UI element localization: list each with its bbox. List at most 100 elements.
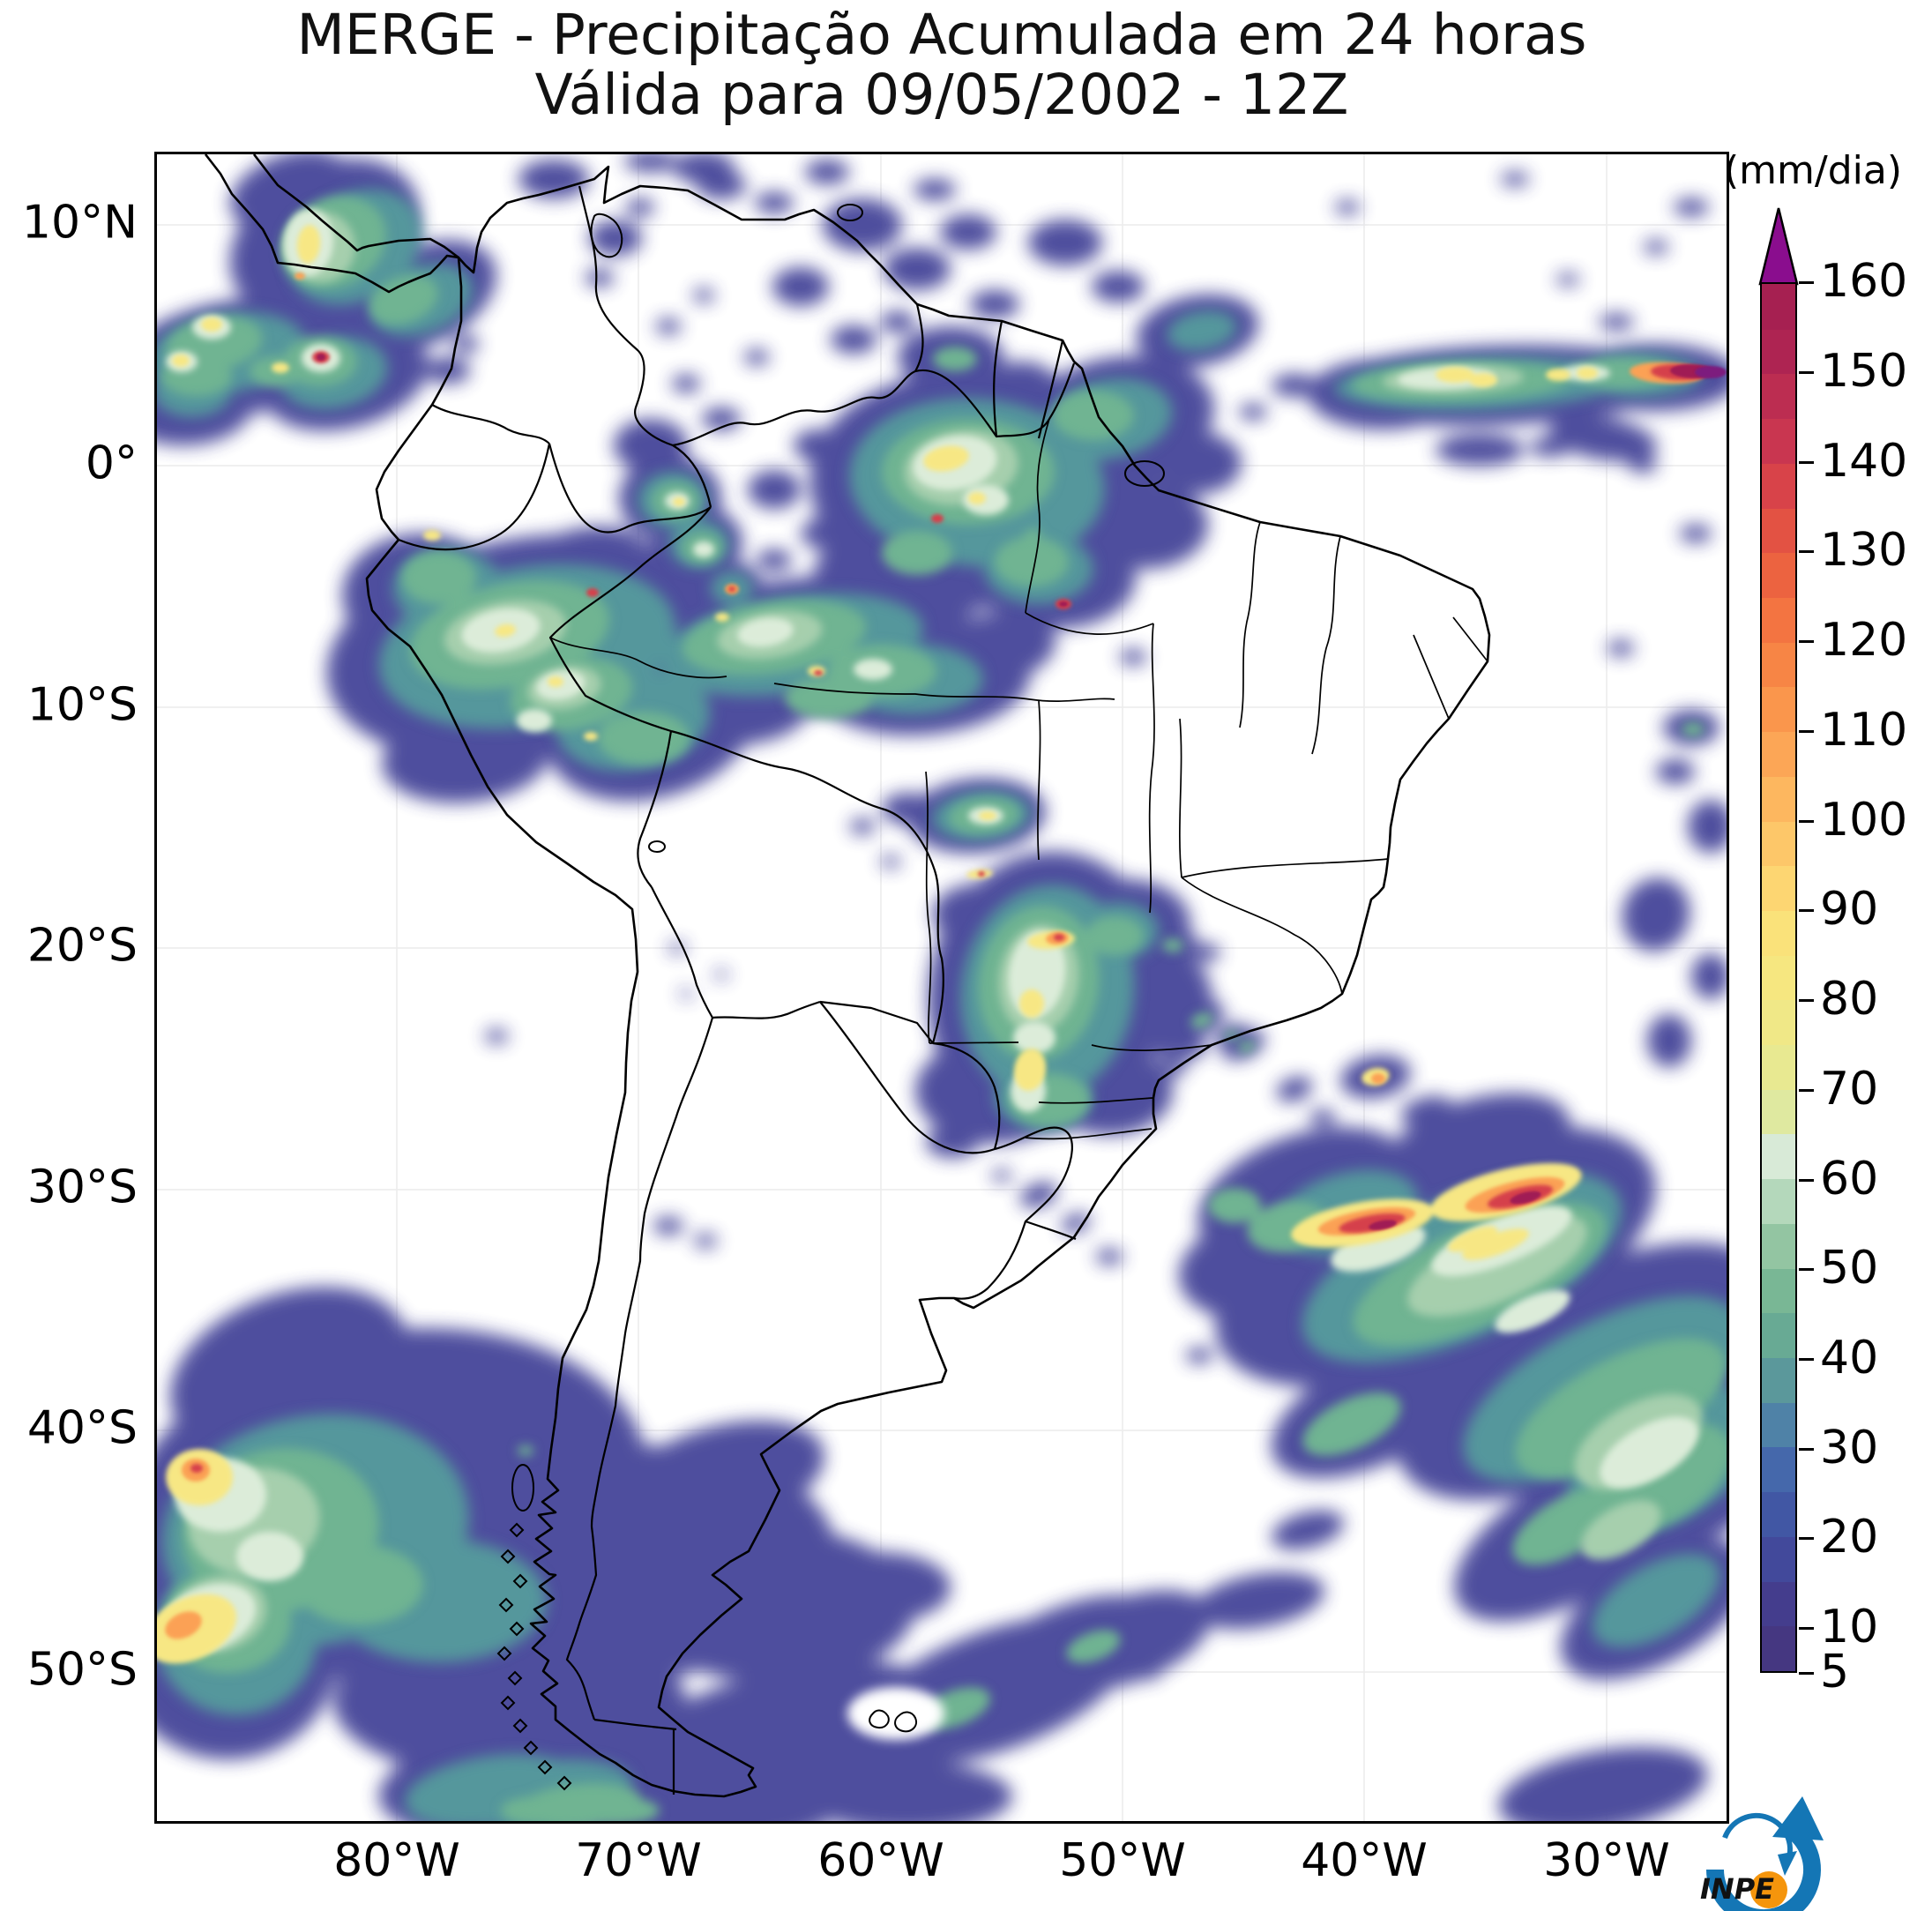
- colorbar-segment: [1762, 284, 1795, 330]
- lon-tick-label: 40°W: [1301, 1834, 1428, 1887]
- precip-blob: [272, 362, 289, 373]
- precip-blob: [423, 530, 441, 541]
- precip-blob: [728, 586, 735, 592]
- precip-blob: [1436, 434, 1524, 466]
- colorbar-tick-label: 150: [1820, 344, 1908, 398]
- colorbar-tick-mark: [1799, 1626, 1814, 1630]
- colorbar-segment: [1762, 1625, 1795, 1671]
- precip-blob: [1013, 1022, 1056, 1054]
- precip-blob: [801, 518, 854, 549]
- precip-blob: [1272, 1510, 1344, 1550]
- precip-blob: [801, 1761, 1012, 1821]
- colorbar-segment: [1762, 1357, 1795, 1403]
- precip-blob: [1053, 391, 1134, 440]
- colorbar-tick-label: 70: [1820, 1062, 1879, 1116]
- precip-blob: [1680, 525, 1712, 542]
- precip-blob: [1239, 404, 1267, 420]
- precip-blob: [317, 354, 325, 361]
- precip-blob: [190, 1464, 203, 1473]
- colorbar-tick-mark: [1799, 639, 1814, 643]
- precip-blob: [1556, 273, 1579, 286]
- precip-blob: [489, 1348, 512, 1362]
- precip-blob: [426, 357, 470, 384]
- precip-blob: [1019, 1182, 1058, 1208]
- precip-blob: [755, 192, 794, 213]
- precip-blob: [811, 453, 843, 473]
- precip-blob: [737, 617, 794, 647]
- precip-blob: [881, 855, 900, 868]
- colorbar-tick-mark: [1799, 549, 1814, 553]
- precip-blob: [1580, 1500, 1661, 1560]
- colorbar-segment: [1762, 329, 1795, 375]
- precip-blob: [1051, 566, 1067, 575]
- precip-blob: [1153, 432, 1242, 494]
- precip-blob: [1190, 1012, 1213, 1028]
- inpe-logo-swoosh: [1706, 1819, 1821, 1911]
- precip-blob: [1656, 759, 1695, 784]
- precip-blob: [1512, 1486, 1623, 1565]
- precip-layer-extreme: [1695, 366, 1727, 378]
- precip-blob: [979, 811, 996, 820]
- precip-blob: [614, 419, 688, 472]
- precip-blob: [672, 375, 700, 392]
- colorbar-segment: [1762, 776, 1795, 822]
- latitude-axis: 10°N 0° 10°S 20°S 30°S 40°S 50°S: [0, 0, 138, 1911]
- chart-title: MERGE - Precipitação Acumulada em 24 hor…: [157, 5, 1727, 125]
- lat-tick-label: 50°S: [26, 1643, 138, 1697]
- precip-blob: [1515, 1338, 1727, 1479]
- inpe-logo-text: INPE: [1700, 1872, 1774, 1906]
- precip-blob: [931, 514, 944, 523]
- precip-blob: [1272, 374, 1317, 397]
- precip-blob: [831, 325, 876, 354]
- precip-blob: [1608, 640, 1634, 656]
- colorbar-segment: [1762, 418, 1795, 464]
- precip-layer-140mm: [190, 351, 1707, 1473]
- colorbar-segment: [1762, 1044, 1795, 1090]
- colorbar-segment: [1762, 1267, 1795, 1314]
- precip-blob: [847, 1687, 944, 1740]
- colorbar-segment: [1762, 463, 1795, 509]
- precip-blob: [201, 317, 222, 332]
- marajo-island: [1124, 460, 1165, 487]
- precip-blob: [1335, 200, 1360, 214]
- colorbar-segment: [1762, 1580, 1795, 1627]
- colorbar-tick-mark: [1799, 1178, 1814, 1182]
- precip-blob: [1022, 527, 1041, 543]
- precip-blob: [296, 1545, 423, 1624]
- colorbar-tick-label: 120: [1820, 613, 1908, 667]
- precip-blob: [1302, 1392, 1401, 1456]
- precip-blob: [1400, 1095, 1453, 1127]
- colorbar-segment: [1762, 865, 1795, 911]
- precip-blob: [517, 709, 552, 732]
- colorbar-segment: [1762, 1089, 1795, 1135]
- colorbar-tick-mark: [1799, 908, 1814, 912]
- precip-blob: [586, 269, 614, 287]
- colorbar: [1760, 282, 1797, 1673]
- colorbar-tick-mark: [1799, 729, 1814, 733]
- lat-tick-label: 10°N: [21, 196, 138, 250]
- precip-blob: [626, 198, 654, 216]
- colorbar-tick-label: 80: [1820, 972, 1879, 1026]
- precip-blob: [854, 659, 892, 680]
- precip-blob: [296, 225, 321, 264]
- precip-blob: [882, 793, 935, 825]
- inpe-logo: INPE: [1700, 1796, 1824, 1911]
- precip-blob: [926, 1126, 979, 1158]
- colorbar-segment: [1762, 1536, 1795, 1582]
- precip-blob: [1120, 649, 1146, 665]
- colorbar-segment: [1762, 731, 1795, 777]
- precip-blob: [1224, 1310, 1259, 1331]
- precip-blob: [624, 154, 677, 172]
- precip-blob: [548, 676, 563, 687]
- precip-blob: [1019, 989, 1044, 1018]
- precip-blob: [1276, 1076, 1313, 1102]
- precip-blob: [1688, 800, 1727, 853]
- colorbar-segment: [1762, 1402, 1795, 1448]
- precip-blob: [1096, 1249, 1123, 1265]
- precip-blob: [165, 1611, 202, 1639]
- trinidad-island: [837, 204, 863, 221]
- colorbar-tick-label: 100: [1820, 793, 1908, 847]
- precip-blob: [1339, 1213, 1406, 1234]
- lake-titicaca: [648, 840, 666, 853]
- precip-blob: [1674, 198, 1709, 216]
